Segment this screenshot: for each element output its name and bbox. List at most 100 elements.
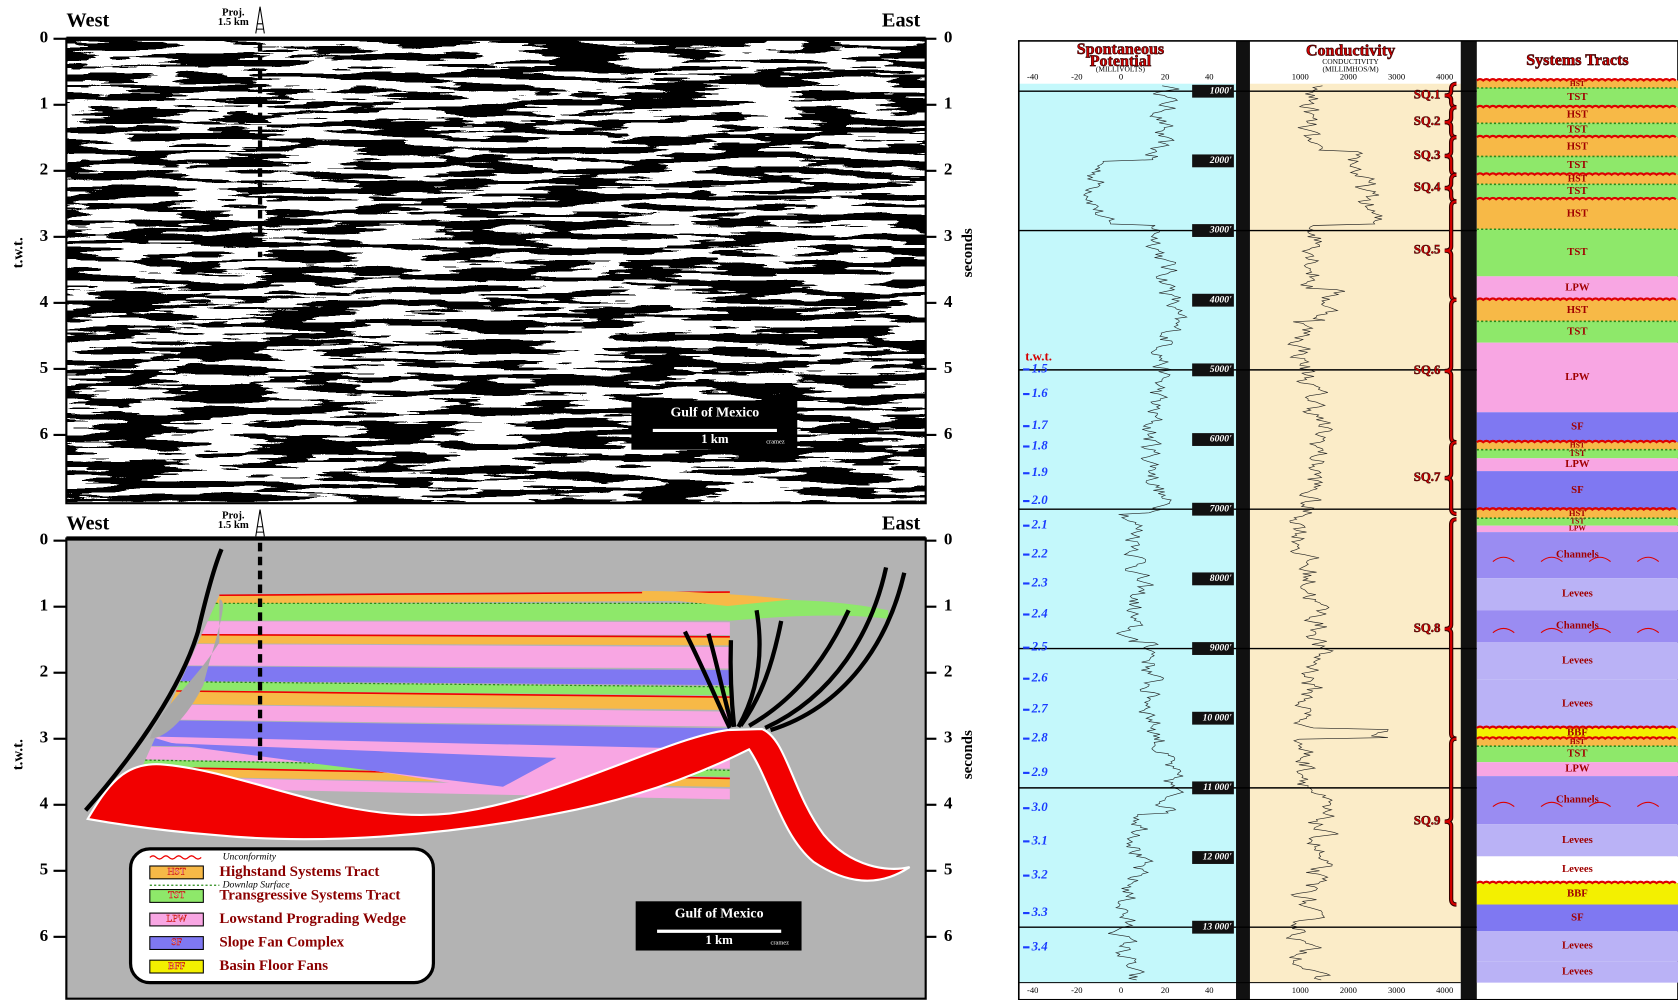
tract-label: TST [1567,325,1587,337]
y-axis-label: t.w.t. [11,739,27,770]
twt-value: 2.2 [1031,547,1049,561]
y-tick-label: 6 [40,926,49,945]
tract-label: Levees [1562,655,1593,667]
legend-abbr: LPW [166,914,187,925]
twt-value: 1.8 [1032,438,1049,452]
y-tick-label: 1 [40,596,49,615]
y-tick-label: 2 [944,160,953,179]
track-separator [1236,41,1250,1000]
scale-title: Gulf of Mexico [670,406,759,421]
y-tick-label: 5 [40,860,49,879]
y-tick-label: 3 [40,226,49,245]
tract-label: LPW [1565,763,1590,775]
legend-abbr: BFF [168,961,185,972]
tract-label: TST [1567,91,1587,103]
depth-label: 11 000' [1203,782,1232,793]
y-tick-label: 3 [40,728,49,747]
conductivity-track [1250,84,1461,983]
depth-label: 1000' [1210,85,1232,96]
proj-distance: 1.5 km [218,16,249,28]
depth-label: 10 000' [1203,712,1232,723]
figure: WestEastProj.1.5 km00112233445566t.w.t.s… [0,0,1678,1000]
y-tick-label: 0 [944,530,953,549]
credit: cramez [766,439,785,446]
twt-value: 2.9 [1031,765,1049,779]
tract-label: Channels [1556,794,1599,806]
track-scale: 1000 [1292,71,1309,81]
y-tick-label: 4 [40,794,49,813]
track-scale: 0 [1119,71,1123,81]
track-scale: -20 [1071,985,1082,995]
y-tick-label: 4 [944,794,953,813]
tract-label: Levees [1562,940,1593,952]
y-tick-label: 0 [40,530,49,549]
legend-abbr: HST [167,867,185,878]
tract-label: Levees [1562,588,1593,600]
east-label: East [882,512,921,534]
track-scale: 4000 [1436,985,1453,995]
track-scale: 20 [1161,985,1170,995]
depth-label: 9000' [1210,643,1232,654]
twt-value: 3.0 [1031,800,1049,814]
credit: cramez [771,940,790,947]
y-tick-label: 2 [40,662,49,681]
tract-label: Levees [1562,863,1593,875]
y-tick-label: 5 [944,860,953,879]
tract-label: TST [1567,185,1587,197]
twt-value: 2.4 [1031,606,1049,620]
tract-label: TST [1567,246,1587,258]
sequence-label: SQ.5 [1414,243,1441,257]
depth-label: 3000' [1209,225,1232,236]
layer [202,621,730,635]
track-title: Systems Tracts [1526,52,1628,69]
track-scale: -40 [1027,71,1038,81]
page: Seismic line and well log { "seismic": {… [0,0,1678,1000]
track-scale: 3000 [1388,71,1405,81]
y-tick-label: 3 [944,226,953,245]
y-tick-label: 1 [40,94,49,113]
tract-label: HST [1568,174,1588,185]
y-tick-label: 6 [944,424,953,443]
track-scale: 2000 [1340,985,1357,995]
y-tick-label: 6 [40,424,49,443]
depth-label: 7000' [1210,503,1232,514]
scale-length: 1 km [701,432,729,446]
track-scale: 40 [1205,71,1214,81]
y-axis-label: seconds [960,730,976,779]
proj-distance: 1.5 km [218,519,249,531]
depth-label: 4000' [1209,294,1232,305]
sequence-label: SQ.1 [1414,87,1441,101]
track-scale: 0 [1119,985,1123,995]
derrick-icon [256,510,265,537]
tract-label: SF [1571,911,1584,923]
y-axis-label: t.w.t. [11,237,27,268]
tract-label: SF [1571,484,1584,496]
track-separator [1461,41,1477,1000]
depth-label: 13 000' [1203,921,1232,932]
west-label: West [66,512,109,534]
tract-label: TST [1567,748,1587,760]
y-tick-label: 2 [944,662,953,681]
track-scale: 40 [1205,985,1214,995]
track-scale: 1000 [1292,985,1309,995]
twt-value: 2.0 [1031,493,1049,507]
twt-value: 3.4 [1031,939,1049,953]
twt-value: 2.3 [1031,575,1049,589]
track-scale: 4000 [1436,71,1453,81]
tract-label: HST [1567,304,1588,316]
tract-label: HST [1567,140,1588,152]
depth-label: 6000' [1210,434,1232,445]
tract-label: Channels [1556,620,1599,632]
tract-label: TST [1567,159,1587,171]
sp-track [1019,84,1236,983]
tract-label: LPW [1565,282,1590,294]
tract-label: HST [1570,79,1585,88]
tract-label: Channels [1556,549,1599,561]
scale-length: 1 km [705,933,733,947]
twt-value: 2.7 [1031,702,1049,716]
twt-value: 3.2 [1031,868,1049,882]
legend-label: Highstand Systems Tract [219,864,379,880]
tract-label: LPW [1565,458,1590,470]
y-tick-label: 3 [944,728,953,747]
depth-label: 8000' [1210,573,1232,584]
